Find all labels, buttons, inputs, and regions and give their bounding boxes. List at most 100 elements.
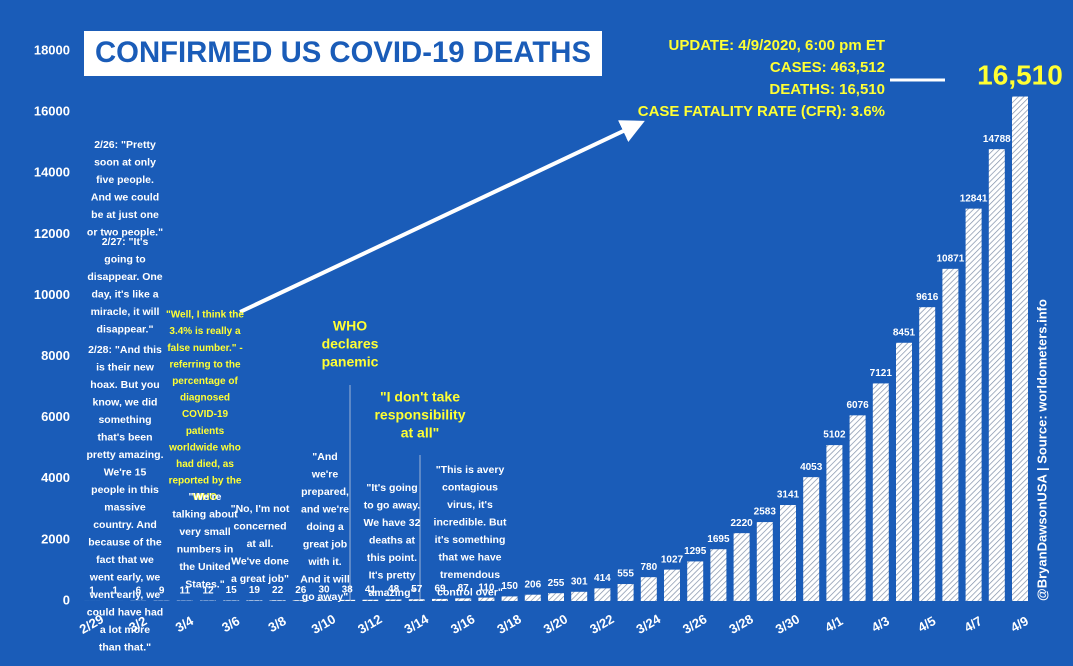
annotation-line: great job [303, 538, 347, 550]
bar [826, 445, 843, 601]
value-label: 12 [202, 585, 214, 596]
bar [640, 577, 657, 601]
annotation-line: "I don't take [380, 389, 460, 405]
annotation-line: people in this [91, 484, 159, 496]
annotation-line: a lot more [100, 624, 150, 636]
annotation-line: tremendous [440, 569, 500, 581]
value-label: 69 [434, 584, 446, 595]
value-label: 12841 [960, 193, 988, 204]
annotation-line: We're 15 [104, 466, 147, 478]
annotation-line: something [98, 414, 151, 426]
annotation-line: worldwide who [168, 442, 241, 453]
annotation: "Well, I think the 3.4% is really a false … [166, 310, 244, 504]
annotation-line: country. And [93, 519, 157, 531]
annotation-line: COVID-19 [182, 409, 229, 420]
bar [316, 600, 332, 601]
value-label: 4053 [800, 462, 823, 473]
annotation-line: contagious [442, 481, 498, 493]
annotation-line: than that." [99, 641, 151, 653]
annotation-line: go away" [302, 591, 348, 603]
bar [872, 383, 889, 601]
bar [896, 342, 912, 601]
value-label: 7121 [870, 368, 893, 379]
title-box [84, 31, 602, 76]
annotation-line: "Well, I think the [166, 310, 244, 321]
annotation: 2/26: "Pretty soon at only five people. And… [87, 139, 163, 239]
value-label: 22 [272, 585, 284, 596]
bar [687, 561, 704, 601]
value-label: 11 [180, 585, 191, 596]
value-label: 1 [89, 586, 95, 597]
value-label: 6076 [846, 400, 869, 411]
annotation-line: fact that we [96, 554, 154, 566]
y-tick-label: 16000 [34, 104, 70, 119]
y-tick-label: 18000 [34, 42, 70, 57]
bar [501, 596, 518, 601]
annotation-line: 2/28: "And this [88, 344, 162, 356]
annotation-line: declares [322, 336, 379, 352]
bar [849, 415, 866, 601]
annotation-line: could have had [87, 606, 163, 618]
value-label: 110 [478, 582, 495, 593]
annotation-line: miracle, it will [91, 306, 160, 318]
annotation: "It's going to go away. We have 32 deaths a… [363, 482, 420, 599]
annotation: WHO declares panemic [322, 318, 379, 370]
annotation-line: day, it's like a [91, 288, 158, 300]
bar [664, 569, 680, 601]
bar [803, 477, 820, 601]
bar [385, 599, 402, 601]
value-label: 780 [640, 562, 657, 573]
annotation-line: it's something [435, 534, 506, 546]
chart-title: CONFIRMED US COVID-19 DEATHS [95, 36, 591, 69]
annotation-line: is their new [96, 361, 155, 373]
source-note: @BryanDawsonUSA | Source: worldometers.i… [1034, 299, 1049, 601]
annotation-line: the United [179, 561, 230, 573]
annotation-line: control over" [437, 586, 503, 598]
annotation-line: at all" [401, 425, 440, 441]
annotation-line: we're [311, 468, 339, 480]
annotation-line: reported by the [169, 476, 242, 487]
annotation-line: deaths at [369, 534, 416, 546]
value-label: 48 [388, 584, 400, 595]
value-label: 2583 [754, 507, 777, 518]
y-tick-label: 4000 [41, 470, 70, 485]
value-label: 414 [594, 573, 611, 584]
annotation-line: disappear." [97, 323, 154, 335]
value-label: 15 [226, 585, 238, 596]
bar [965, 208, 982, 601]
arrow [239, 120, 645, 314]
y-tick-label: 12000 [34, 226, 70, 241]
update-line: CASES: 463,512 [770, 59, 885, 76]
bar [942, 268, 959, 601]
bar [571, 591, 588, 601]
annotation-line: this point. [367, 552, 417, 564]
annotation-line: WHO [193, 492, 218, 503]
value-label: 206 [524, 579, 541, 590]
value-label: 5102 [823, 430, 846, 441]
annotation-line: And we could [91, 191, 159, 203]
value-label: 8451 [893, 327, 916, 338]
annotation-line: at all. [247, 538, 274, 550]
y-tick-label: 8000 [41, 348, 70, 363]
annotation-line: panemic [322, 354, 379, 370]
annotation: "I don't take responsibility at all" [374, 389, 465, 441]
annotation-line: went early, we [89, 571, 161, 583]
value-label: 41 [365, 584, 377, 595]
value-label: 14788 [983, 134, 1011, 145]
annotation-line: WHO [333, 318, 367, 334]
value-label: 10871 [936, 253, 964, 264]
bar [455, 598, 472, 601]
annotation-line: percentage of [172, 376, 238, 387]
annotation-line: We've done [231, 555, 289, 567]
annotation-line: disappear. One [87, 271, 162, 283]
value-label: 26 [295, 585, 307, 596]
annotation-line: 3.4% is really a [169, 326, 241, 337]
annotation-line: a great job" [231, 573, 289, 585]
value-label-highlight: 16,510 [977, 59, 1063, 90]
annotation-line: We have 32 [363, 517, 420, 529]
bar [780, 505, 796, 601]
annotation: 2/27: "It's going to disappear. One day, it… [87, 236, 162, 336]
annotation-line: diagnosed [180, 393, 230, 404]
annotation-line: amazing" [369, 587, 416, 599]
annotation-line: because of the [88, 536, 162, 548]
